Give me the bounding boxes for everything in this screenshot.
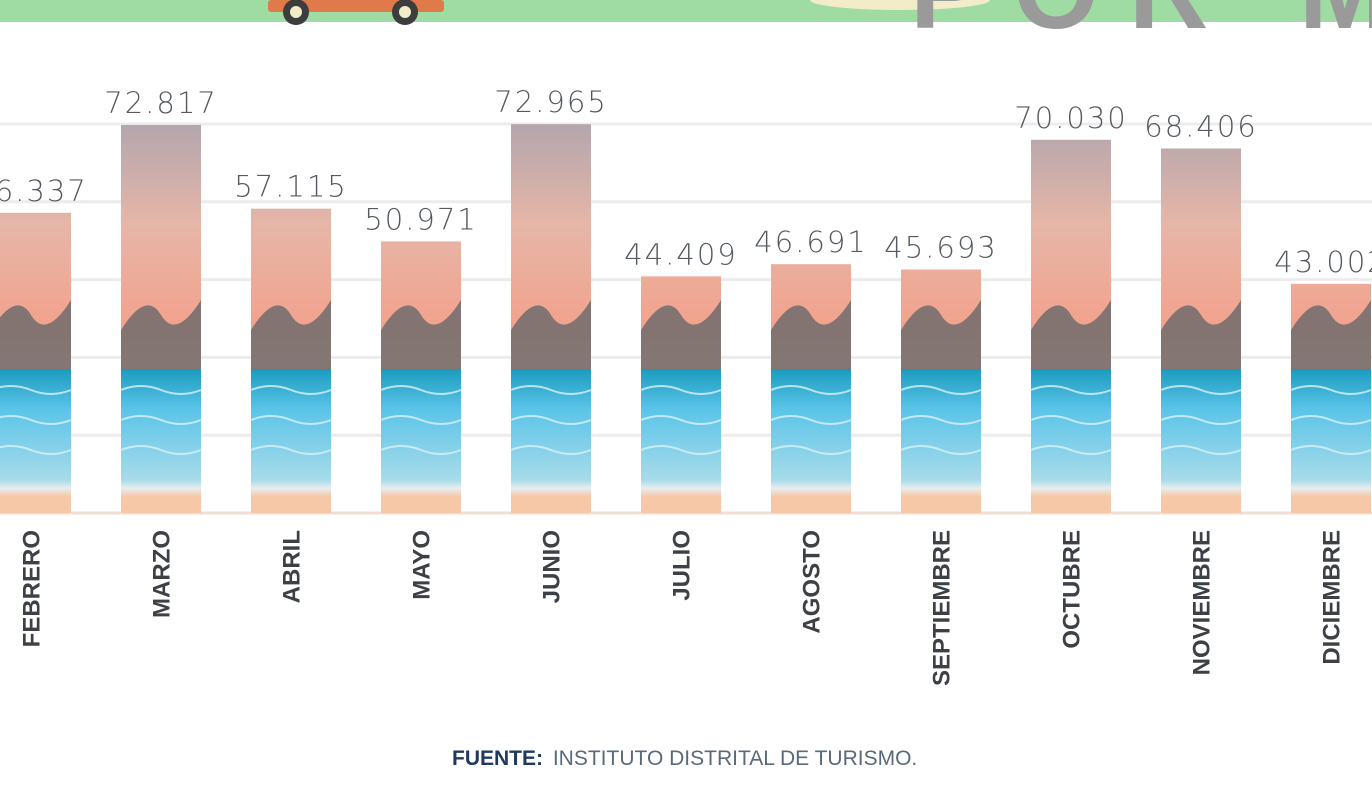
wave	[1030, 385, 1112, 395]
bar-decoration	[770, 300, 852, 455]
wave	[1160, 385, 1242, 395]
bar-decoration	[0, 300, 72, 455]
x-tick-label: MAYO	[408, 530, 435, 600]
mountain	[641, 300, 721, 370]
x-tick-label: DICIEMBRE	[1318, 530, 1345, 665]
value-label: 45.693	[884, 231, 997, 265]
wave	[770, 445, 852, 455]
car-decoration	[268, 0, 444, 25]
value-label: 70.030	[1014, 101, 1127, 135]
wave	[900, 385, 982, 395]
value-label: 72.817	[104, 86, 217, 120]
mountain	[511, 300, 591, 370]
wave	[250, 445, 332, 455]
value-label: 57.115	[234, 170, 347, 204]
wave	[1290, 445, 1372, 455]
wave	[770, 385, 852, 395]
x-tick-label: ABRIL	[278, 530, 305, 603]
bar	[771, 264, 851, 513]
wave	[380, 445, 462, 455]
bar-decoration	[510, 300, 592, 455]
wave	[120, 385, 202, 395]
value-label: 50.971	[364, 202, 477, 236]
x-tick-label: SEPTIEMBRE	[928, 530, 955, 686]
value-label: 56.337	[0, 174, 88, 208]
wave	[900, 415, 982, 425]
wave	[0, 415, 72, 425]
x-tick-label: FEBRERO	[18, 530, 45, 647]
bar-decoration	[1160, 300, 1242, 455]
wave	[1160, 445, 1242, 455]
wave	[380, 415, 462, 425]
bar	[901, 269, 981, 513]
x-tick-label: JUNIO	[538, 530, 565, 603]
x-tick-label: NOVIEMBRE	[1188, 530, 1215, 675]
bar	[641, 276, 721, 513]
mountain	[771, 300, 851, 370]
wave	[1030, 415, 1112, 425]
wave	[0, 385, 72, 395]
mountain	[251, 300, 331, 370]
bar-decoration	[380, 300, 462, 455]
mountain	[1161, 300, 1241, 370]
value-label: 44.409	[624, 237, 737, 271]
bar-decoration	[1290, 300, 1372, 455]
wave	[120, 415, 202, 425]
bar-decoration	[250, 300, 332, 455]
wave	[770, 415, 852, 425]
bar-decoration	[900, 300, 982, 455]
mountain	[0, 300, 71, 370]
bar	[381, 241, 461, 513]
wave	[510, 445, 592, 455]
wave	[250, 385, 332, 395]
wave	[640, 385, 722, 395]
wave	[1290, 415, 1372, 425]
wave	[900, 445, 982, 455]
x-tick-label: JULIO	[668, 530, 695, 601]
wave	[510, 415, 592, 425]
wave	[0, 445, 72, 455]
wave	[250, 415, 332, 425]
value-label: 46.691	[754, 225, 867, 259]
bar-decoration	[120, 300, 202, 455]
wave	[1290, 385, 1372, 395]
bar-decoration	[640, 300, 722, 455]
value-label: 72.965	[494, 85, 607, 119]
x-tick-label: AGOSTO	[798, 530, 825, 634]
wave	[380, 385, 462, 395]
x-tick-label: OCTUBRE	[1058, 530, 1085, 649]
mountain	[901, 300, 981, 370]
mountain	[121, 300, 201, 370]
wave	[640, 415, 722, 425]
sun-decoration	[810, 0, 990, 10]
wave	[640, 445, 722, 455]
source-text: INSTITUTO DISTRITAL DE TURISMO.	[553, 747, 917, 770]
wave	[1030, 445, 1112, 455]
mountain	[1031, 300, 1111, 370]
wave	[1160, 415, 1242, 425]
bar-decoration	[1030, 300, 1112, 455]
x-tick-label: MARZO	[148, 530, 175, 618]
mountain	[1291, 300, 1371, 370]
wave	[510, 385, 592, 395]
source-label: FUENTE:	[452, 747, 543, 770]
mountain	[381, 300, 461, 370]
source: FUENTE: INSTITUTO DISTRITAL DE TURISMO.	[452, 747, 917, 770]
chart-title: POR MES	[910, 0, 1372, 52]
wave	[120, 445, 202, 455]
value-label: 68.406	[1144, 109, 1257, 143]
value-label: 43.002	[1274, 245, 1372, 279]
